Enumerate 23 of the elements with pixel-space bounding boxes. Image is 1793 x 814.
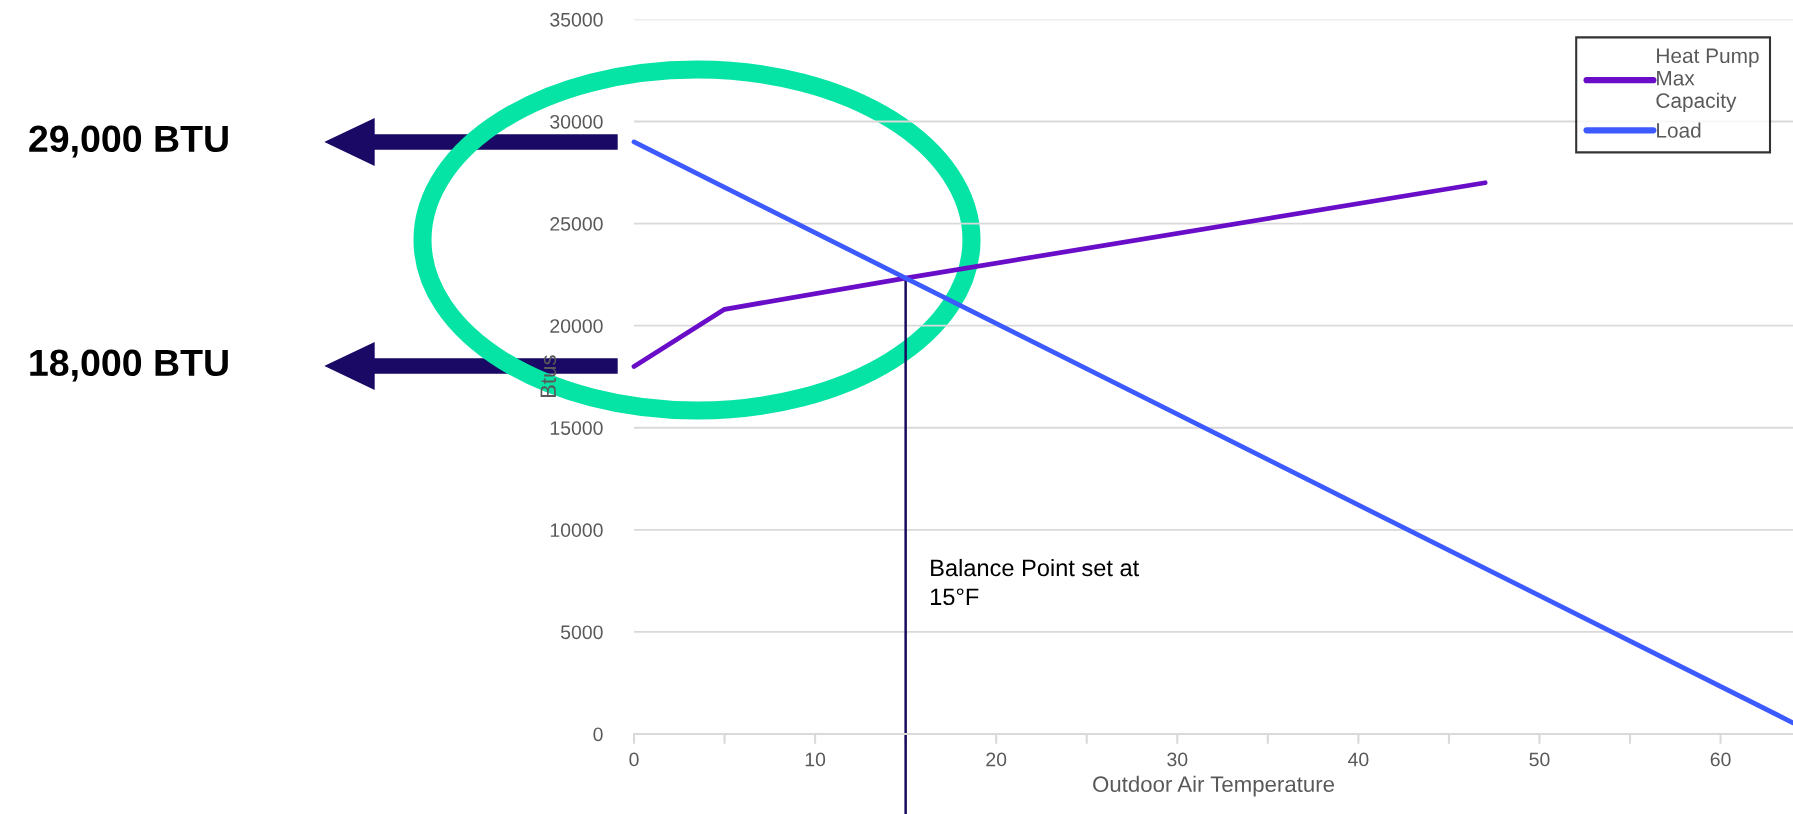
y-tick-label: 10000 — [550, 523, 603, 538]
x-tick-label: 0 — [629, 752, 639, 767]
x-tick-label: 60 — [1710, 752, 1731, 767]
y-axis-title: Btus — [540, 355, 557, 398]
x-axis-title: Outdoor Air Temperature — [1093, 775, 1334, 797]
y-tick-label: 35000 — [550, 12, 603, 27]
y-tick-label: 25000 — [550, 217, 603, 231]
y-tick-label: 0 — [593, 727, 603, 742]
x-tick-label: 20 — [986, 752, 1007, 767]
legend-label: Heat Pump Max Capacity — [1656, 48, 1759, 113]
ref-line-label: Balance Point set at 15°F — [930, 558, 1140, 606]
x-tick-label: 30 — [1167, 752, 1188, 767]
legend-label: Load — [1657, 122, 1701, 138]
text: 18,000 BTU — [30, 349, 228, 382]
y-tick-label: 5000 — [560, 625, 603, 640]
line-series — [631, 180, 1488, 369]
x-tick-label: 10 — [805, 752, 826, 767]
text: 29,000 BTU — [29, 125, 228, 158]
x-tick-label: 50 — [1529, 752, 1550, 767]
y-tick-label: 20000 — [550, 319, 603, 333]
y-tick-label: 15000 — [550, 421, 603, 435]
y-tick-label: 30000 — [550, 114, 603, 129]
x-tick-label: 40 — [1348, 752, 1369, 767]
